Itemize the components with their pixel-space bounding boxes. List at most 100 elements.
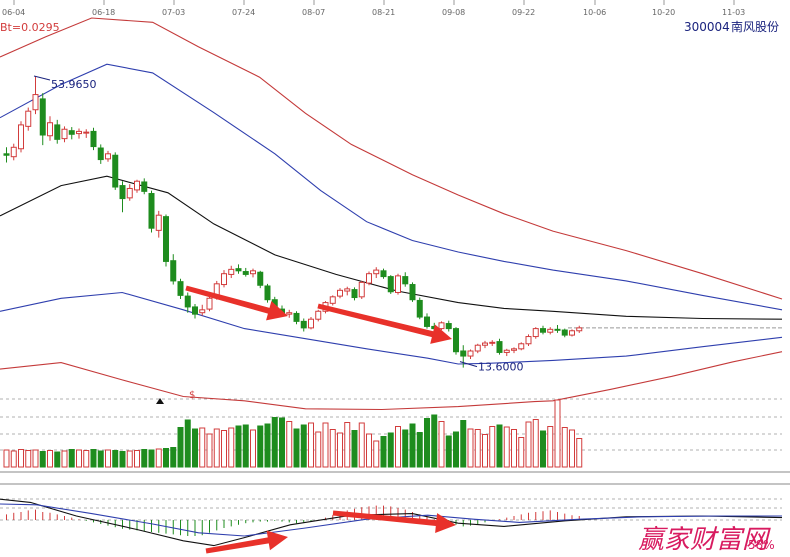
- volume-bar[interactable]: [170, 447, 177, 468]
- volume-bar[interactable]: [569, 429, 575, 468]
- candle-body[interactable]: [409, 284, 416, 301]
- candle-body[interactable]: [569, 330, 575, 336]
- candle-body[interactable]: [47, 122, 53, 137]
- volume-bar[interactable]: [322, 422, 329, 468]
- candle-body[interactable]: [10, 146, 17, 158]
- volume-bar[interactable]: [402, 429, 409, 468]
- volume-bar[interactable]: [532, 419, 539, 468]
- volume-bar[interactable]: [279, 417, 285, 468]
- volume-bar[interactable]: [561, 427, 568, 468]
- candle-body[interactable]: [387, 276, 394, 293]
- candle-body[interactable]: [315, 310, 322, 320]
- volume-bar[interactable]: [380, 436, 387, 468]
- volume-bar[interactable]: [474, 429, 481, 468]
- candle-body[interactable]: [221, 273, 227, 286]
- candle-body[interactable]: [250, 270, 256, 275]
- volume-bar[interactable]: [83, 450, 90, 468]
- candle-body[interactable]: [68, 130, 75, 135]
- candle-body[interactable]: [518, 343, 525, 350]
- volume-bar[interactable]: [286, 421, 293, 468]
- volume-bar[interactable]: [467, 428, 474, 468]
- candle-body[interactable]: [366, 273, 372, 284]
- volume-bar[interactable]: [242, 424, 249, 468]
- volume-bar[interactable]: [576, 438, 583, 468]
- volume-bar[interactable]: [3, 449, 10, 468]
- candle-body[interactable]: [177, 281, 184, 296]
- volume-bar[interactable]: [547, 426, 554, 468]
- candle-body[interactable]: [3, 153, 10, 156]
- volume-bar[interactable]: [503, 426, 510, 468]
- volume-bar[interactable]: [119, 451, 126, 468]
- candle-body[interactable]: [39, 98, 46, 136]
- candle-body[interactable]: [257, 271, 264, 286]
- volume-bar[interactable]: [112, 450, 119, 468]
- candle-body[interactable]: [395, 275, 401, 293]
- candle-body[interactable]: [184, 295, 191, 308]
- volume-bar[interactable]: [496, 424, 503, 468]
- candle-body[interactable]: [199, 309, 206, 314]
- volume-bar[interactable]: [250, 429, 256, 468]
- volume-bar[interactable]: [90, 449, 97, 468]
- candle-body[interactable]: [511, 348, 517, 351]
- volume-bar[interactable]: [134, 450, 140, 468]
- candle-body[interactable]: [424, 316, 430, 327]
- volume-bar[interactable]: [358, 422, 365, 468]
- volume-bar[interactable]: [206, 433, 213, 468]
- volume-bars[interactable]: [3, 399, 583, 468]
- candle-body[interactable]: [97, 147, 104, 161]
- volume-bar[interactable]: [141, 449, 148, 468]
- candle-body[interactable]: [170, 260, 177, 282]
- candle-body[interactable]: [286, 312, 293, 315]
- candle-body[interactable]: [235, 268, 242, 272]
- volume-bar[interactable]: [460, 420, 467, 468]
- candle-body[interactable]: [453, 328, 459, 353]
- candle-body[interactable]: [206, 297, 213, 310]
- candle-body[interactable]: [163, 216, 169, 262]
- volume-bar[interactable]: [300, 424, 307, 468]
- candle-body[interactable]: [460, 350, 467, 357]
- candle-body[interactable]: [228, 268, 235, 275]
- candle-body[interactable]: [119, 185, 126, 200]
- volume-bar[interactable]: [511, 429, 517, 468]
- volume-bar[interactable]: [228, 427, 235, 468]
- volume-bar[interactable]: [525, 421, 532, 468]
- candlestick-series[interactable]: [3, 76, 583, 368]
- candle-body[interactable]: [192, 306, 198, 315]
- candle-body[interactable]: [54, 124, 61, 140]
- candle-body[interactable]: [308, 318, 314, 329]
- volume-bar[interactable]: [482, 434, 488, 468]
- candle-body[interactable]: [576, 327, 583, 332]
- candle-body[interactable]: [61, 128, 68, 140]
- candle-body[interactable]: [532, 328, 539, 338]
- volume-bar[interactable]: [177, 427, 184, 468]
- candle-body[interactable]: [83, 131, 90, 134]
- candle-body[interactable]: [358, 281, 365, 298]
- volume-bar[interactable]: [387, 432, 394, 468]
- volume-bar[interactable]: [25, 450, 32, 468]
- candle-body[interactable]: [344, 288, 351, 292]
- volume-bar[interactable]: [431, 414, 438, 468]
- volume-bar[interactable]: [39, 451, 46, 468]
- candle-body[interactable]: [482, 342, 488, 346]
- volume-bar[interactable]: [308, 422, 314, 468]
- volume-bar[interactable]: [373, 440, 380, 468]
- volume-bar[interactable]: [68, 449, 75, 468]
- candle-body[interactable]: [112, 154, 119, 188]
- volume-bar[interactable]: [184, 419, 191, 468]
- candle-body[interactable]: [90, 130, 97, 148]
- volume-bar[interactable]: [61, 450, 68, 468]
- volume-bar[interactable]: [199, 427, 206, 468]
- volume-bar[interactable]: [163, 448, 169, 468]
- volume-bar[interactable]: [329, 429, 336, 468]
- candle-body[interactable]: [25, 110, 32, 127]
- candle-body[interactable]: [329, 296, 336, 304]
- candle-body[interactable]: [467, 350, 474, 357]
- volume-bar[interactable]: [76, 449, 82, 468]
- candle-body[interactable]: [561, 329, 568, 336]
- volume-bar[interactable]: [126, 450, 133, 468]
- candle-body[interactable]: [503, 349, 510, 353]
- volume-bar[interactable]: [148, 449, 155, 468]
- volume-bar[interactable]: [264, 423, 271, 468]
- candle-body[interactable]: [525, 336, 532, 345]
